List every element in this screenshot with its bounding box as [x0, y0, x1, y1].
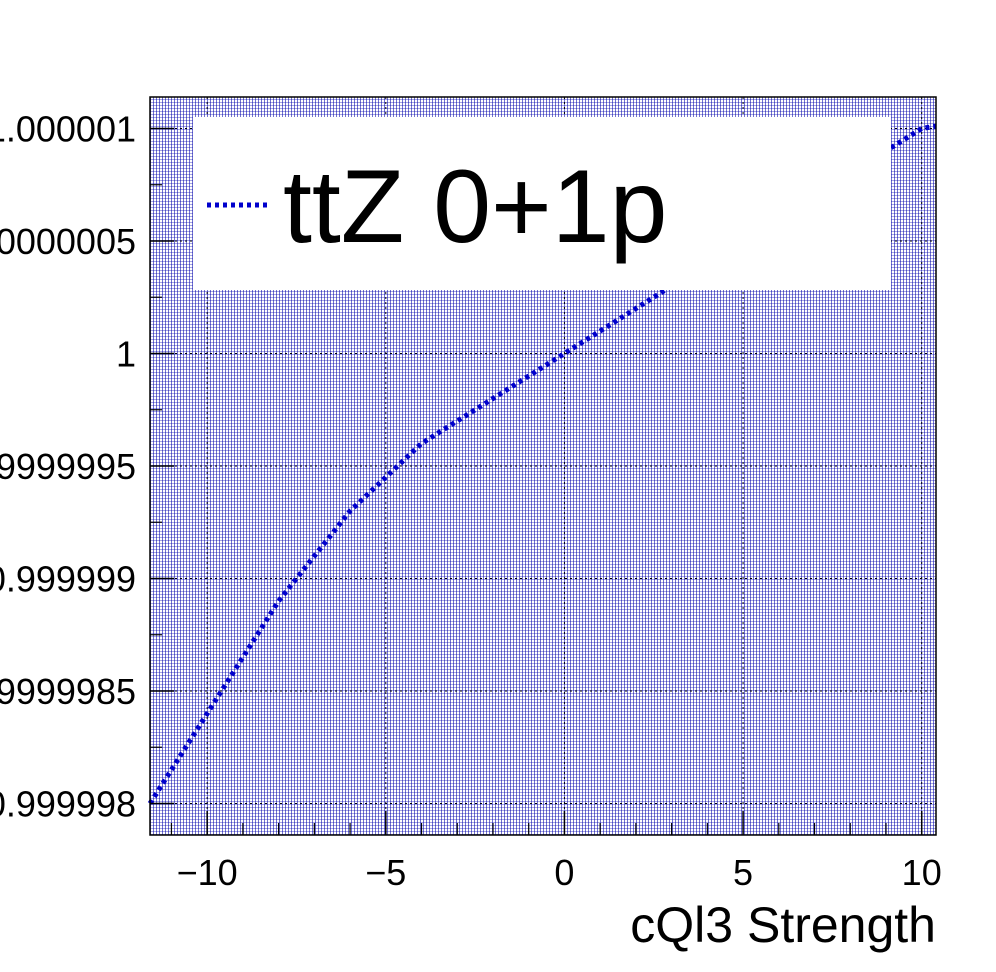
x-axis-title: cQl3 Strength: [630, 897, 936, 953]
y-tick-label: 1.0000005: [0, 221, 136, 262]
y-tick-label: 1.000001: [0, 109, 136, 150]
x-tick-label: 0: [554, 852, 574, 893]
x-tick-label: 5: [733, 852, 753, 893]
x-tick-labels: −10 −5 0 5 10: [177, 852, 942, 893]
legend-box: [193, 117, 891, 290]
x-tick-label: −5: [365, 852, 406, 893]
plot-frame: [149, 96, 937, 836]
legend-label: ttZ 0+1p: [283, 149, 667, 265]
y-tick-label: 0.9999995: [0, 446, 136, 487]
y-tick-labels: 0.999998 0.9999985 0.999999 0.9999995 1 1.000…: [0, 109, 136, 825]
y-tick-label: 0.999998: [0, 784, 136, 825]
y-tick-label: 0.999999: [0, 559, 136, 600]
axis-ticks: [150, 127, 923, 835]
x-tick-label: 10: [902, 852, 942, 893]
legend: ttZ 0+1p: [193, 117, 891, 290]
x-tick-label: −10: [177, 852, 238, 893]
y-tick-label: 1: [116, 334, 136, 375]
y-tick-label: 0.9999985: [0, 671, 136, 712]
